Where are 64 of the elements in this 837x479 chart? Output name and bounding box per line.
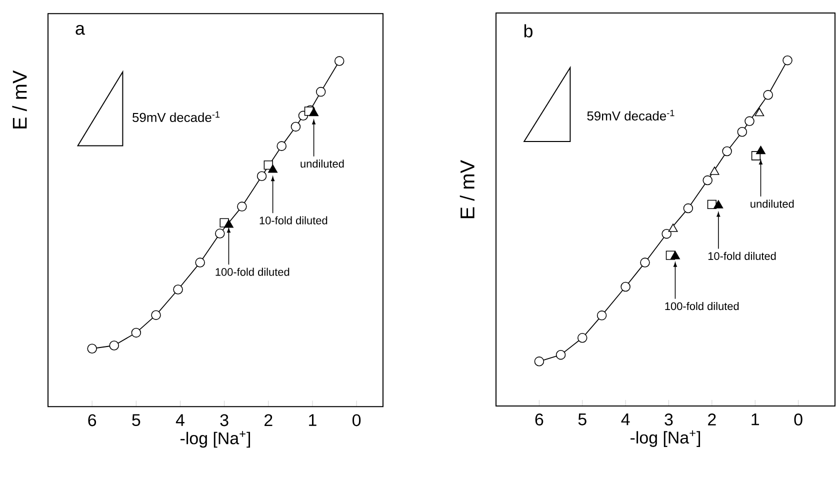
annotation: undiluted [300,160,344,168]
point [173,284,183,294]
point [556,350,566,360]
point [620,282,630,292]
annotation: 10-fold diluted [260,216,328,224]
point [87,344,97,354]
point [290,122,301,132]
point [131,328,142,338]
point [215,228,225,238]
x-tick-label: 2 [708,414,716,426]
x-tick-label: 5 [132,414,140,426]
point [237,202,247,212]
y-axis-title: E / mV [12,70,27,128]
x-tick-label: 1 [752,414,759,426]
x-tick-label: 5 [578,414,586,426]
point [683,203,694,214]
x-tick-label: 6 [535,414,544,426]
x-tick-label: 0 [352,414,361,426]
x-tick-label: 0 [794,414,802,426]
point [744,116,754,126]
annotation: undiluted [750,200,794,208]
x-tick-label: 6 [88,414,96,426]
point [668,224,678,232]
x-tick-label: 4 [621,414,630,426]
point [662,228,672,239]
annotation: 59mV decade$^{-1}$ [587,110,674,121]
x-axis-title: -log [Na$^{+}$] [630,430,700,447]
x-tick-label: 2 [264,414,272,426]
x-tick-label: 4 [176,414,184,426]
point [276,141,286,151]
y-axis-title: E / mV [460,160,474,218]
point [737,127,748,137]
point [151,310,161,320]
chart-title: a [76,24,85,35]
annotation: 10-fold diluted [708,252,776,260]
x-tick-label: 3 [664,414,673,426]
point [334,56,344,66]
point [256,171,267,182]
point [670,250,680,260]
point [109,340,120,350]
annotation: 100-fold diluted [665,302,739,310]
point [534,356,544,366]
annotation: 100-fold diluted [216,268,290,276]
point [722,146,732,156]
point [702,175,712,186]
point [309,108,319,116]
point [756,146,766,154]
point [316,86,326,97]
point [268,164,278,173]
point [714,200,724,208]
chart-title: b [524,24,532,38]
x-axis-title: -log [Na$^{+}$] [180,431,250,448]
annotation: 59mV decade$^{-1}$ [132,111,220,122]
point [596,310,607,320]
point [577,333,588,343]
point [763,90,773,100]
point [754,108,764,116]
point [224,219,234,228]
point [782,55,792,66]
point [710,166,720,175]
point [640,258,650,268]
x-tick-label: 1 [309,414,316,426]
point [195,258,205,268]
x-tick-label: 3 [220,414,228,426]
